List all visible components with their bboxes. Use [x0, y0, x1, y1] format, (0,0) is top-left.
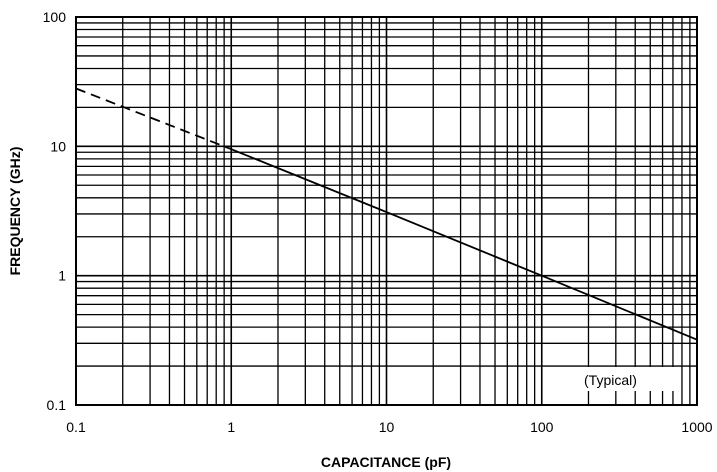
series-line-dashed — [75, 87, 232, 151]
x-tick-label: 0.1 — [66, 419, 86, 435]
x-tick-label: 1000 — [681, 419, 712, 435]
x-tick-labels: 0.1 1 10 100 1000 — [66, 419, 713, 435]
x-tick-label: 100 — [530, 419, 554, 435]
series-lines — [75, 87, 698, 341]
y-tick-labels: 0.1 1 10 100 — [43, 9, 67, 413]
x-axis-title: CAPACITANCE (pF) — [321, 454, 451, 470]
annotation-background — [580, 367, 680, 391]
x-tick-label: 10 — [379, 419, 395, 435]
y-tick-label: 10 — [50, 138, 66, 154]
y-tick-label: 100 — [43, 9, 67, 25]
series-line-solid — [230, 148, 698, 341]
y-tick-label: 0.1 — [47, 397, 67, 413]
y-axis-title: FREQUENCY (GHz) — [7, 147, 23, 276]
grid — [75, 17, 697, 406]
plot-border — [75, 16, 698, 406]
plot-frame — [75, 16, 698, 406]
y-tick-label: 1 — [58, 268, 66, 284]
typical-annotation: (Typical) — [584, 372, 637, 388]
x-tick-label: 1 — [227, 419, 235, 435]
